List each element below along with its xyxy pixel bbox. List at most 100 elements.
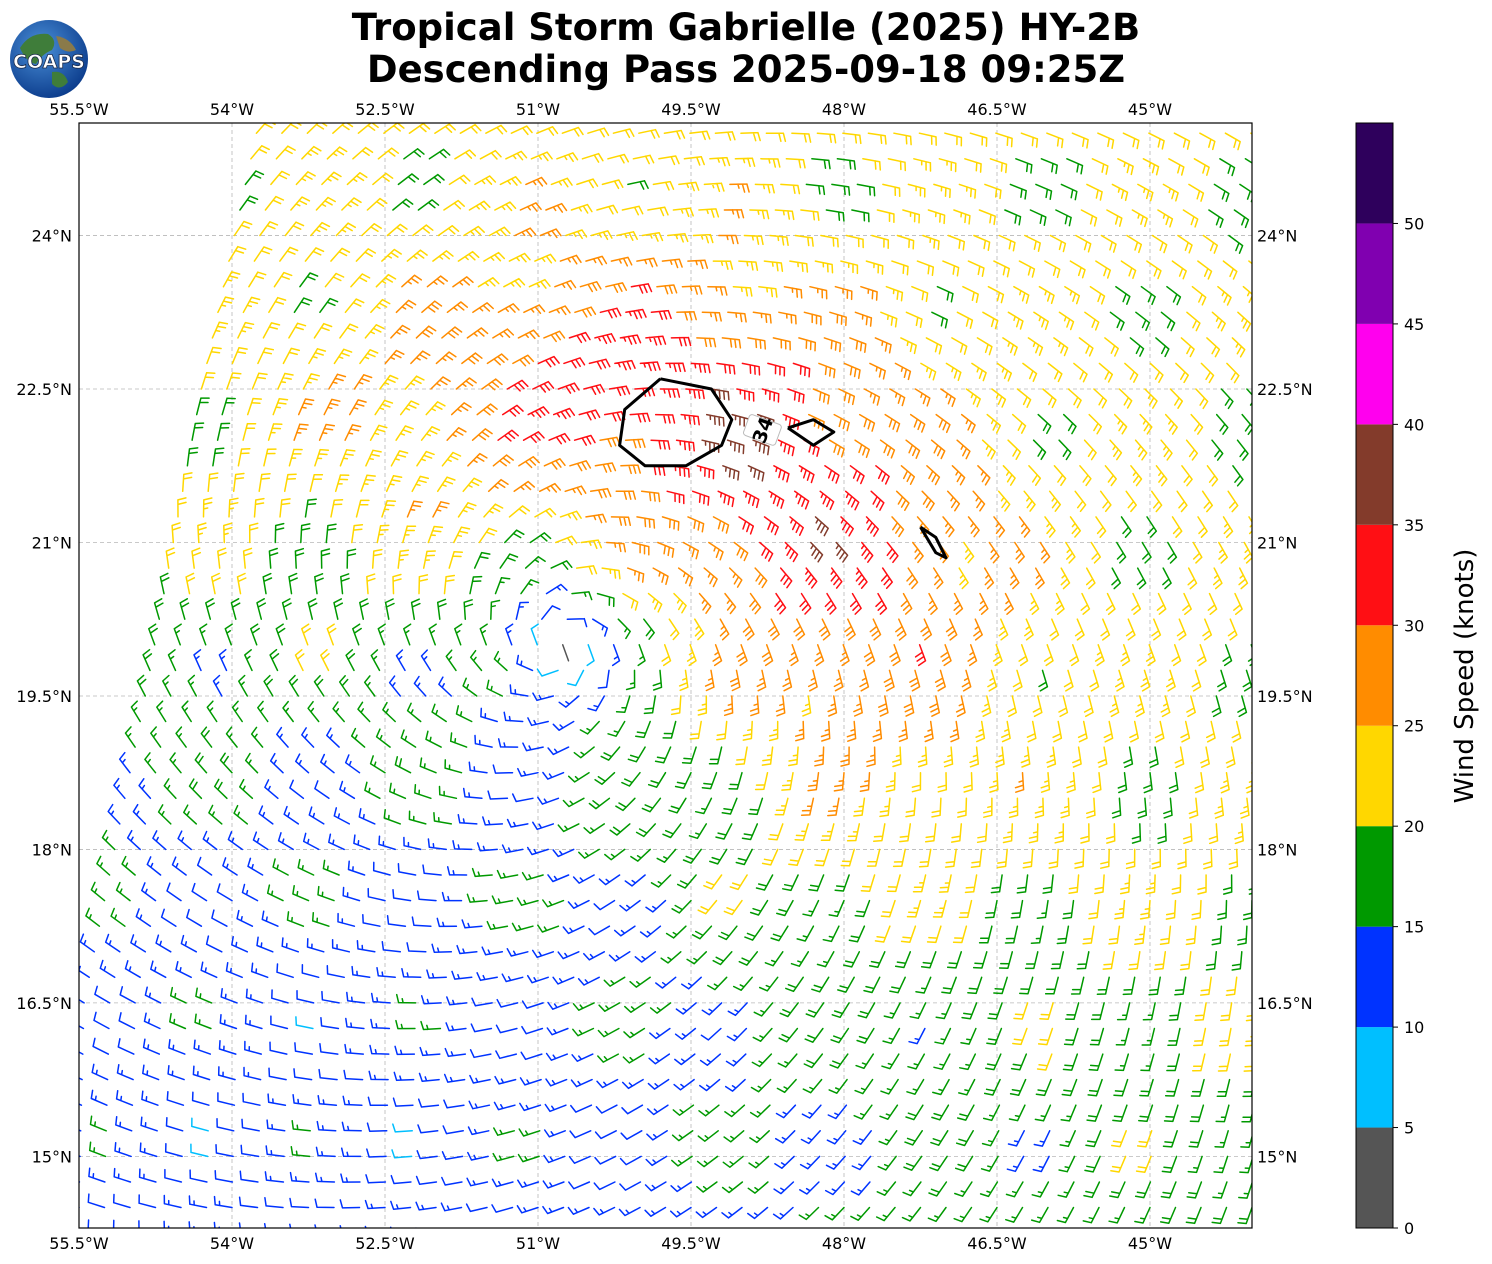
- wind-barb: [1125, 490, 1137, 513]
- wind-barb: [211, 909, 228, 927]
- wind-barb: [263, 674, 274, 697]
- wind-barb: [468, 1100, 491, 1110]
- wind-barb: [998, 234, 1016, 252]
- wind-barb: [404, 375, 425, 390]
- wind-barb: [1207, 592, 1218, 616]
- wind-barb: [638, 128, 660, 139]
- wind-barb: [555, 535, 578, 546]
- wind-barb: [647, 592, 663, 613]
- wind-barb: [829, 1053, 849, 1069]
- wind-barb: [376, 966, 396, 979]
- wind-barb: [869, 618, 882, 641]
- wind-barb: [1060, 183, 1078, 201]
- wind-barb: [248, 271, 267, 288]
- wind-barb: [669, 1206, 692, 1218]
- wind-barb: [1058, 311, 1075, 331]
- wind-barb: [183, 804, 198, 825]
- wind-barb: [1168, 1002, 1182, 1021]
- wind-barb: [521, 1025, 544, 1035]
- wind-barb: [818, 618, 831, 641]
- wind-barb: [622, 1053, 645, 1064]
- wind-barb: [1155, 465, 1168, 487]
- wind-barb: [244, 1040, 263, 1055]
- wind-barb: [1171, 644, 1182, 667]
- wind-barb: [615, 695, 631, 713]
- wind-barb: [636, 257, 658, 268]
- wind-barb: [578, 409, 601, 421]
- wind-barb: [461, 919, 483, 929]
- wind-barb: [267, 1093, 287, 1106]
- wind-barb: [263, 448, 277, 467]
- wind-barb: [920, 362, 937, 381]
- wind-barb: [403, 623, 412, 646]
- wind-barb: [175, 726, 187, 748]
- wind-barb: [1231, 720, 1242, 743]
- wind-barb: [275, 623, 286, 646]
- wind-barb: [497, 738, 519, 748]
- wind-barb: [1089, 1027, 1105, 1046]
- wind-barb: [703, 874, 723, 890]
- wind-barb: [1141, 541, 1152, 564]
- wind-barb: [366, 1148, 387, 1158]
- wind-barb: [891, 516, 905, 538]
- wind-barb: [384, 349, 405, 365]
- wind-barb: [846, 823, 861, 842]
- wind-barb: [552, 848, 575, 858]
- wind-barb: [431, 703, 447, 723]
- wind-barb: [369, 1044, 390, 1055]
- wind-barb: [1067, 388, 1082, 409]
- wind-barb: [1239, 1157, 1252, 1174]
- wind-barb: [814, 848, 830, 867]
- wind-barb: [956, 439, 971, 460]
- wind-barb: [946, 951, 963, 969]
- wind-barb: [253, 497, 265, 518]
- wind-barb: [422, 550, 436, 569]
- wind-barb: [1007, 1130, 1025, 1147]
- wind-barb: [621, 771, 641, 787]
- wind-barb: [1176, 618, 1187, 641]
- wind-barb: [1023, 490, 1036, 512]
- wind-barb: [898, 823, 912, 843]
- wind-barb: [716, 720, 728, 741]
- wind-barb: [521, 871, 544, 881]
- wind-barb: [1038, 669, 1049, 692]
- wind-barb: [781, 771, 794, 791]
- wind-barb: [253, 246, 273, 262]
- wind-barb: [454, 623, 463, 646]
- wind-barb: [207, 472, 219, 493]
- wind-barb: [742, 490, 760, 509]
- wind-barb: [194, 752, 208, 774]
- wind-barb: [840, 516, 854, 537]
- wind-barb: [239, 195, 259, 211]
- wind-barb: [492, 1231, 513, 1238]
- wind-barb: [1097, 132, 1115, 149]
- wind-barb: [927, 209, 946, 225]
- wind-barb: [1005, 1181, 1024, 1198]
- wind-barb: [964, 874, 978, 894]
- wind-barb: [289, 779, 305, 800]
- x-tick-label-bottom: 49.5°W: [661, 1234, 721, 1253]
- wind-barb: [117, 1038, 135, 1055]
- wind-barb: [1070, 976, 1085, 995]
- wind-barb: [390, 1200, 412, 1210]
- wind-barb: [1199, 132, 1216, 151]
- wind-barb: [391, 1149, 413, 1159]
- wind-barb: [782, 874, 799, 892]
- wind-barb: [367, 1096, 389, 1107]
- wind-barb: [969, 132, 988, 147]
- wind-barb: [92, 1037, 110, 1055]
- wind-barb: [570, 1104, 593, 1113]
- wind-barb: [1169, 388, 1184, 409]
- wind-barb: [1030, 925, 1044, 944]
- wind-barb: [958, 899, 973, 919]
- contour-34kt-line: [618, 377, 734, 468]
- wind-barb: [159, 572, 170, 595]
- wind-barb: [571, 591, 593, 601]
- wind-barb: [811, 976, 830, 993]
- wind-barb: [1103, 720, 1114, 743]
- x-tick-label-top: 52.5°W: [355, 100, 415, 119]
- wind-barb: [250, 145, 270, 160]
- wind-barb: [415, 325, 437, 339]
- wind-barb: [376, 524, 390, 544]
- wind-barb: [1135, 311, 1151, 331]
